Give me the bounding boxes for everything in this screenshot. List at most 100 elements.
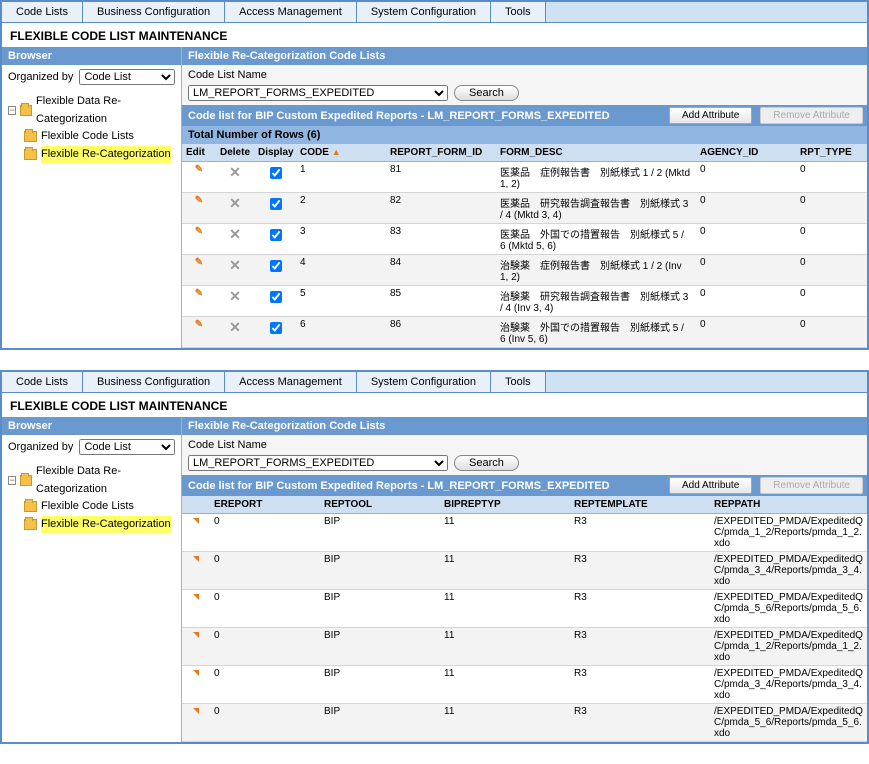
table-row[interactable]: 0BIP11R3/EXPEDITED_PMDA/ExpeditedQC/pmda… [182,666,867,704]
cell-form-desc: 治験薬 外国での措置報告 別紙様式 5 / 6 (Inv 5, 6) [496,317,696,348]
tree: − Flexible Data Re-Categorization Flexib… [2,89,181,167]
tree-root-label: Flexible Data Re-Categorization [36,463,175,498]
cell-bipreptyp: 11 [440,666,570,704]
tree-root-label: Flexible Data Re-Categorization [36,93,175,128]
cell-reptool: BIP [320,628,440,666]
remove-attribute-button: Remove Attribute [760,477,863,494]
display-checkbox[interactable] [270,291,282,303]
cell-reptool: BIP [320,704,440,742]
col-reppath[interactable]: REPPATH [710,496,867,514]
browser-title: Browser [2,47,181,65]
table-row[interactable]: 0BIP11R3/EXPEDITED_PMDA/ExpeditedQC/pmda… [182,552,867,590]
cell-report-form-id: 82 [386,193,496,224]
tab-tools[interactable]: Tools [491,2,546,22]
grid-bottom: EREPORT REPTOOL BIPREPTYP REPTEMPLATE RE… [182,496,867,742]
collapse-icon[interactable]: − [8,106,16,115]
cell-reppath: /EXPEDITED_PMDA/ExpeditedQC/pmda_1_2/Rep… [710,514,867,552]
edit-icon[interactable]: ✎ [195,319,203,330]
delete-icon[interactable]: ✕ [229,164,241,180]
edit-icon[interactable]: ✎ [195,164,203,175]
cell-reptemplate: R3 [570,590,710,628]
table-row[interactable]: ✎✕686治験薬 外国での措置報告 別紙様式 5 / 6 (Inv 5, 6)0… [182,317,867,348]
tabbar-filler [546,372,867,392]
delete-icon[interactable]: ✕ [229,226,241,242]
col-report-form-id[interactable]: REPORT_FORM_ID [386,144,496,162]
tree-root[interactable]: − Flexible Data Re-Categorization [8,93,175,128]
table-row[interactable]: 0BIP11R3/EXPEDITED_PMDA/ExpeditedQC/pmda… [182,704,867,742]
row-marker-icon [193,518,199,524]
col-bipreptyp[interactable]: BIPREPTYP [440,496,570,514]
code-list-select[interactable]: LM_REPORT_FORMS_EXPEDITED [188,455,448,471]
table-row[interactable]: 0BIP11R3/EXPEDITED_PMDA/ExpeditedQC/pmda… [182,590,867,628]
delete-icon[interactable]: ✕ [229,195,241,211]
tabbar-filler [546,2,867,22]
cell-agency-id: 0 [696,286,796,317]
add-attribute-button[interactable]: Add Attribute [669,107,752,124]
col-ereport[interactable]: EREPORT [210,496,320,514]
display-checkbox[interactable] [270,229,282,241]
table-row[interactable]: 0BIP11R3/EXPEDITED_PMDA/ExpeditedQC/pmda… [182,628,867,666]
col-agency-id[interactable]: AGENCY_ID [696,144,796,162]
table-row[interactable]: ✎✕282医薬品 研究報告調査報告書 別紙様式 3 / 4 (Mktd 3, 4… [182,193,867,224]
tab-access-mgmt[interactable]: Access Management [225,372,357,392]
cell-reppath: /EXPEDITED_PMDA/ExpeditedQC/pmda_3_4/Rep… [710,552,867,590]
col-reptemplate[interactable]: REPTEMPLATE [570,496,710,514]
edit-icon[interactable]: ✎ [195,257,203,268]
search-button[interactable]: Search [454,455,519,471]
display-checkbox[interactable] [270,322,282,334]
tab-access-mgmt[interactable]: Access Management [225,2,357,22]
tab-code-lists[interactable]: Code Lists [2,372,83,392]
cell-report-form-id: 83 [386,224,496,255]
col-delete[interactable]: Delete [216,144,254,162]
delete-icon[interactable]: ✕ [229,288,241,304]
table-row[interactable]: ✎✕383医薬品 外国での措置報告 別紙様式 5 / 6 (Mktd 5, 6)… [182,224,867,255]
col-form-desc[interactable]: FORM_DESC [496,144,696,162]
main-area: Flexible Re-Categorization Code Lists Co… [182,417,867,742]
organized-by-select[interactable]: Code List [79,69,175,85]
display-checkbox[interactable] [270,260,282,272]
edit-icon[interactable]: ✎ [195,195,203,206]
cell-reptemplate: R3 [570,552,710,590]
tab-system-config[interactable]: System Configuration [357,372,491,392]
tab-system-config[interactable]: System Configuration [357,2,491,22]
tree-child2-label: Flexible Re-Categorization [41,146,171,164]
cell-code: 6 [296,317,386,348]
tab-business-config[interactable]: Business Configuration [83,2,225,22]
organized-by-select[interactable]: Code List [79,439,175,455]
cell-report-form-id: 81 [386,162,496,193]
col-edit[interactable]: Edit [182,144,216,162]
edit-icon[interactable]: ✎ [195,226,203,237]
tab-code-lists[interactable]: Code Lists [2,2,83,22]
display-checkbox[interactable] [270,167,282,179]
cell-agency-id: 0 [696,162,796,193]
col-display[interactable]: Display [254,144,296,162]
code-list-select[interactable]: LM_REPORT_FORMS_EXPEDITED [188,85,448,101]
col-code[interactable]: CODE ▲ [296,144,386,162]
delete-icon[interactable]: ✕ [229,319,241,335]
display-checkbox[interactable] [270,198,282,210]
tree-root[interactable]: − Flexible Data Re-Categorization [8,463,175,498]
tab-business-config[interactable]: Business Configuration [83,372,225,392]
table-row[interactable]: ✎✕585治験薬 研究報告調査報告書 別紙様式 3 / 4 (Inv 3, 4)… [182,286,867,317]
edit-icon[interactable]: ✎ [195,288,203,299]
tree-child-recat[interactable]: Flexible Re-Categorization [8,146,175,164]
col-rpt-type[interactable]: RPT_TYPE [796,144,867,162]
cell-ereport: 0 [210,704,320,742]
tab-tools[interactable]: Tools [491,372,546,392]
search-button[interactable]: Search [454,85,519,101]
table-row[interactable]: 0BIP11R3/EXPEDITED_PMDA/ExpeditedQC/pmda… [182,514,867,552]
table-row[interactable]: ✎✕181医薬品 症例報告書 別紙様式 1 / 2 (Mktd 1, 2)00 [182,162,867,193]
table-row[interactable]: ✎✕484治験薬 症例報告書 別紙様式 1 / 2 (Inv 1, 2)00 [182,255,867,286]
delete-icon[interactable]: ✕ [229,257,241,273]
collapse-icon[interactable]: − [8,476,16,485]
add-attribute-button[interactable]: Add Attribute [669,477,752,494]
tree-child-codelists[interactable]: Flexible Code Lists [8,128,175,146]
cell-reppath: /EXPEDITED_PMDA/ExpeditedQC/pmda_3_4/Rep… [710,666,867,704]
col-reptool[interactable]: REPTOOL [320,496,440,514]
cell-code: 4 [296,255,386,286]
cell-rpt-type: 0 [796,286,867,317]
cell-report-form-id: 86 [386,317,496,348]
tree-child-recat[interactable]: Flexible Re-Categorization [8,516,175,534]
tree-child1-label: Flexible Code Lists [41,498,134,516]
tree-child-codelists[interactable]: Flexible Code Lists [8,498,175,516]
